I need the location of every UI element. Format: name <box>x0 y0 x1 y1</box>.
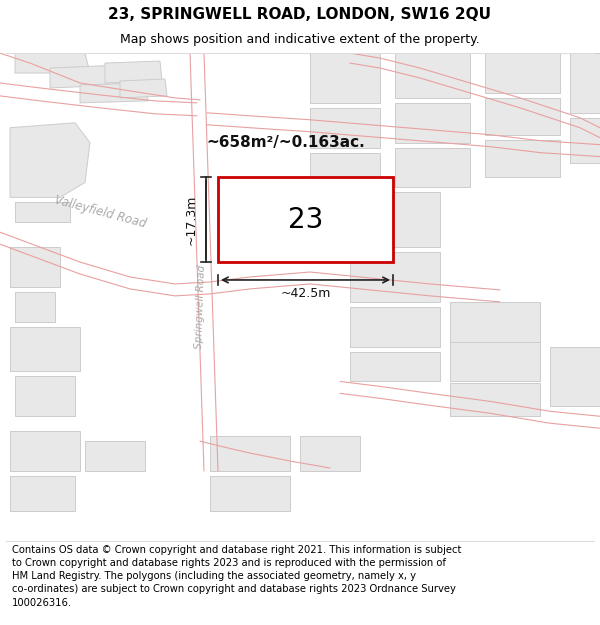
Polygon shape <box>10 122 90 198</box>
Polygon shape <box>15 53 90 73</box>
Polygon shape <box>350 352 440 381</box>
Polygon shape <box>570 118 600 162</box>
Text: Contains OS data © Crown copyright and database right 2021. This information is : Contains OS data © Crown copyright and d… <box>12 545 461 608</box>
Polygon shape <box>395 53 470 98</box>
Polygon shape <box>85 441 145 471</box>
Text: 23: 23 <box>288 206 323 234</box>
Polygon shape <box>350 307 440 347</box>
Text: 23, SPRINGWELL ROAD, LONDON, SW16 2QU: 23, SPRINGWELL ROAD, LONDON, SW16 2QU <box>109 8 491 22</box>
Polygon shape <box>485 53 560 93</box>
Polygon shape <box>450 383 540 416</box>
Polygon shape <box>310 108 380 148</box>
Bar <box>218 177 393 262</box>
Polygon shape <box>450 342 540 381</box>
Polygon shape <box>15 202 70 222</box>
Polygon shape <box>310 152 380 192</box>
Text: Springwell Road: Springwell Road <box>194 264 206 349</box>
Polygon shape <box>10 476 75 511</box>
Polygon shape <box>210 436 290 471</box>
Text: Valleyfield Road: Valleyfield Road <box>53 194 148 231</box>
Text: ~17.3m: ~17.3m <box>185 194 198 245</box>
Polygon shape <box>50 65 125 88</box>
Polygon shape <box>15 376 75 416</box>
Polygon shape <box>485 98 560 135</box>
Polygon shape <box>120 79 167 98</box>
Polygon shape <box>485 139 560 177</box>
Polygon shape <box>210 476 290 511</box>
Polygon shape <box>105 61 162 83</box>
Polygon shape <box>10 247 60 287</box>
Polygon shape <box>10 431 80 471</box>
Polygon shape <box>570 53 600 113</box>
Polygon shape <box>395 103 470 142</box>
Text: ~42.5m: ~42.5m <box>280 288 331 301</box>
Text: Map shows position and indicative extent of the property.: Map shows position and indicative extent… <box>120 33 480 46</box>
Text: ~658m²/~0.163ac.: ~658m²/~0.163ac. <box>206 135 365 150</box>
Polygon shape <box>310 53 380 103</box>
Polygon shape <box>10 327 80 371</box>
Polygon shape <box>350 252 440 302</box>
Polygon shape <box>350 192 440 247</box>
Polygon shape <box>80 83 148 103</box>
Polygon shape <box>300 436 360 471</box>
Polygon shape <box>550 347 600 406</box>
Polygon shape <box>450 302 540 342</box>
Polygon shape <box>15 292 55 322</box>
Polygon shape <box>395 148 470 188</box>
